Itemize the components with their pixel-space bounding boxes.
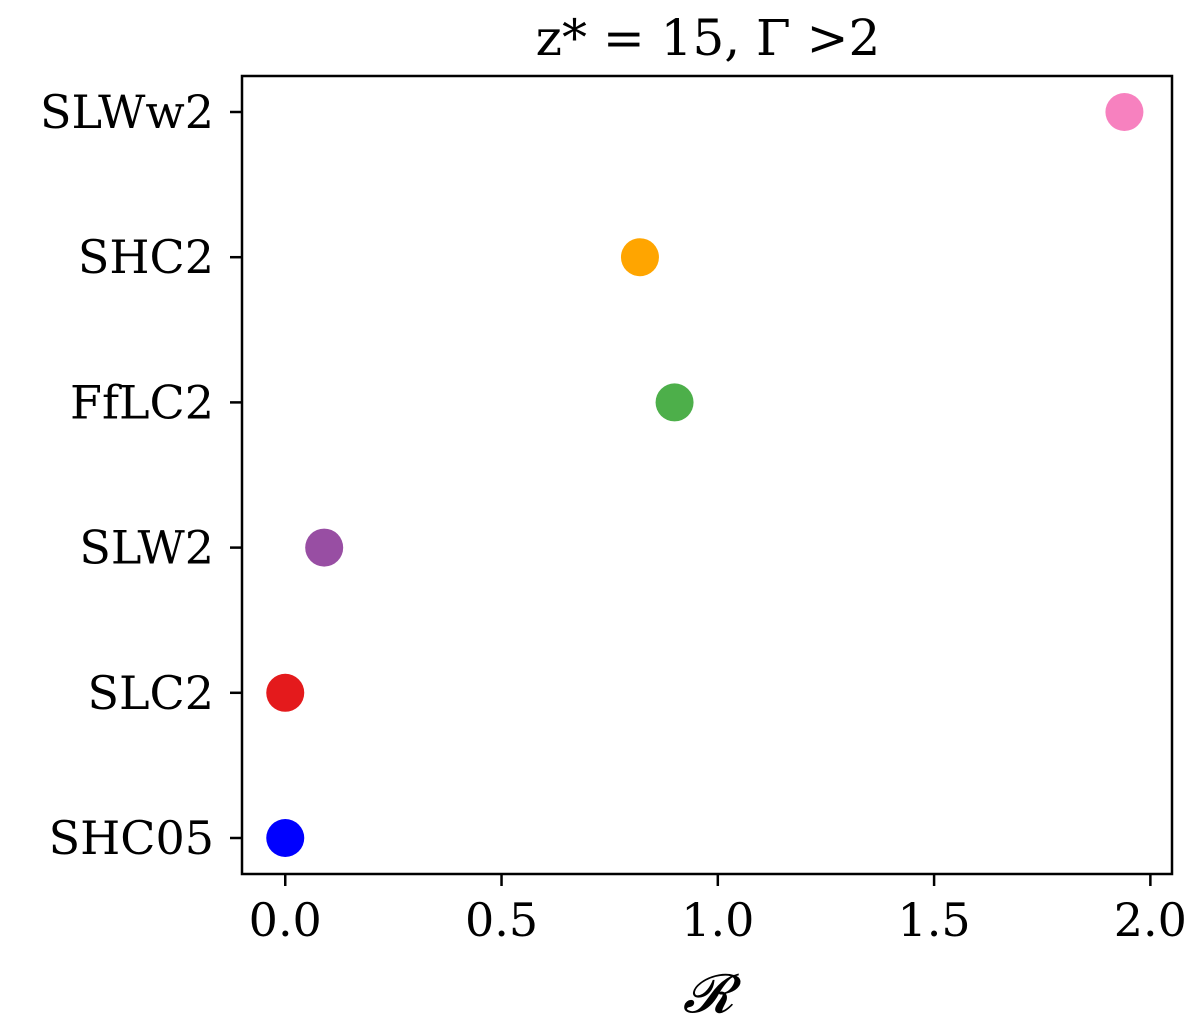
y-tick-label-SLC2: SLC2 (87, 666, 214, 720)
point-SLW2 (305, 528, 344, 567)
point-SLWw2 (1105, 93, 1144, 131)
point-SLC2 (266, 673, 305, 712)
x-tick-label-2.0: 2.0 (1114, 893, 1187, 947)
point-FfLC2 (655, 383, 694, 422)
x-tick-label-0.0: 0.0 (249, 893, 322, 947)
y-tick-label-SLW2: SLW2 (79, 521, 214, 575)
y-tick-label-SLWw2: SLWw2 (40, 85, 214, 139)
x-axis: 0.0 0.5 1.0 1.5 2.0 (249, 874, 1187, 947)
y-axis: SHC05 SLC2 SLW2 FfLC2 SHC2 SLWw2 (40, 85, 242, 865)
x-axis-label: 𝓡 (683, 962, 742, 1025)
y-tick-label-SHC2: SHC2 (78, 230, 214, 284)
plot-frame (240, 74, 1174, 876)
data-points (266, 93, 1144, 857)
y-tick-label-SHC05: SHC05 (49, 811, 214, 865)
y-tick-label-FfLC2: FfLC2 (70, 375, 214, 429)
x-tick-label-0.5: 0.5 (465, 893, 538, 947)
x-tick-label-1.5: 1.5 (898, 893, 971, 947)
point-SHC05 (266, 819, 305, 857)
point-SHC2 (620, 238, 659, 277)
chart-title: z* = 15, Γ >2 (536, 9, 881, 67)
x-tick-label-1.0: 1.0 (681, 893, 754, 947)
